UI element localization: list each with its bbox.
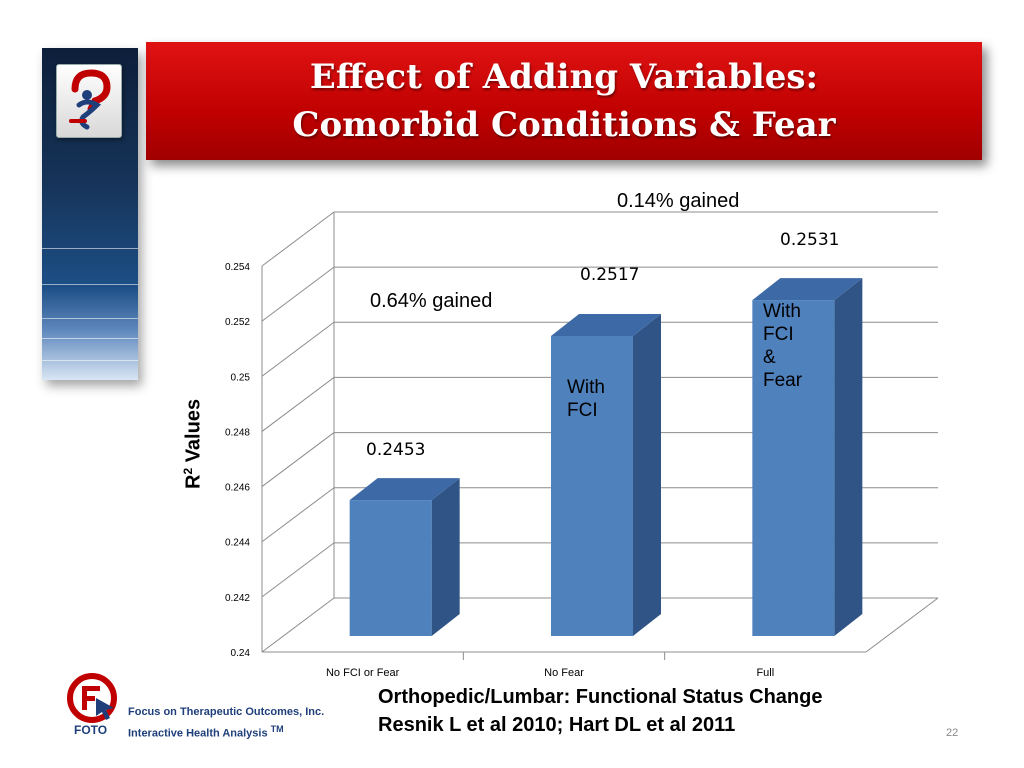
bar-3-label-line: Fear	[763, 370, 803, 391]
citation-line-1: Orthopedic/Lumbar: Functional Status Cha…	[378, 686, 823, 708]
slide-title-line-2: Comorbid Conditions & Fear	[292, 105, 836, 145]
x-tick-label: No Fear	[544, 667, 584, 679]
foto-circle-logo-icon	[66, 672, 122, 724]
gridline-diagonal	[261, 211, 335, 267]
y-axis-label: R2 Values	[181, 398, 205, 489]
company-name: Focus on Therapeutic Outcomes, Inc.	[128, 706, 325, 718]
x-tick-label: No FCI or Fear	[326, 667, 400, 679]
y-tick-label: 0.244	[225, 538, 250, 549]
y-tick-label: 0.248	[225, 427, 250, 438]
side-stripe	[42, 248, 138, 249]
y-tick-label: 0.25	[231, 372, 251, 383]
gridline-diagonal	[261, 432, 335, 487]
slide-title-line-1: Effect of Adding Variables:	[309, 57, 819, 97]
bar-top	[752, 278, 863, 301]
bar-3-label-line: &	[763, 347, 776, 368]
person-question-logo-icon	[56, 64, 122, 138]
gridline-diagonal	[261, 487, 335, 543]
bar-top	[551, 313, 661, 336]
annotation-gain-1: 0.64% gained	[370, 290, 493, 312]
floor-edge	[865, 597, 939, 653]
bar-3-label-line: FCI	[763, 324, 794, 345]
annotation-gain-2: 0.14% gained	[617, 190, 740, 212]
bar	[752, 300, 835, 636]
gridline-diagonal	[261, 597, 335, 653]
citation-line-2: Resnik L et al 2010; Hart DL et al 2011	[378, 714, 736, 736]
side-stripe	[42, 360, 138, 361]
value-label-bar-3: 0.2531	[780, 230, 840, 250]
value-label-bar-1: 0.2453	[366, 440, 426, 460]
page-number: 22	[946, 727, 959, 739]
side-stripe	[42, 318, 138, 319]
y-tick-label: 0.24	[231, 648, 251, 659]
gridline-diagonal	[261, 266, 335, 322]
bar-side	[633, 313, 661, 636]
y-tick-label: 0.252	[225, 317, 250, 328]
gridline-diagonal	[261, 321, 335, 377]
y-tick-label: 0.254	[225, 262, 250, 273]
bar-side	[834, 278, 863, 636]
title-banner: Effect of Adding Variables: Comorbid Con…	[146, 42, 982, 160]
company-tagline: Interactive Health Analysis TM	[128, 724, 284, 740]
bar	[349, 500, 432, 636]
gridline-diagonal	[261, 377, 335, 432]
bar-top	[349, 478, 460, 501]
bar-side	[431, 478, 460, 636]
gridline-diagonal	[261, 542, 335, 598]
bar-2-label-line: With	[567, 377, 605, 398]
bar-3-label-line: With	[763, 301, 801, 322]
bar-2-label: With FCI	[567, 376, 605, 422]
bar-2-label-line: FCI	[567, 400, 598, 421]
y-tick-label: 0.242	[225, 593, 250, 604]
value-label-bar-2: 0.2517	[580, 265, 640, 285]
x-tick-label: Full	[756, 667, 774, 679]
bar-3-label: With FCI & Fear	[763, 300, 802, 392]
side-stripe	[42, 338, 138, 339]
side-stripe	[42, 284, 138, 285]
foto-wordmark: FOTO	[74, 723, 108, 737]
bar	[551, 335, 633, 636]
y-tick-label: 0.246	[225, 483, 250, 494]
